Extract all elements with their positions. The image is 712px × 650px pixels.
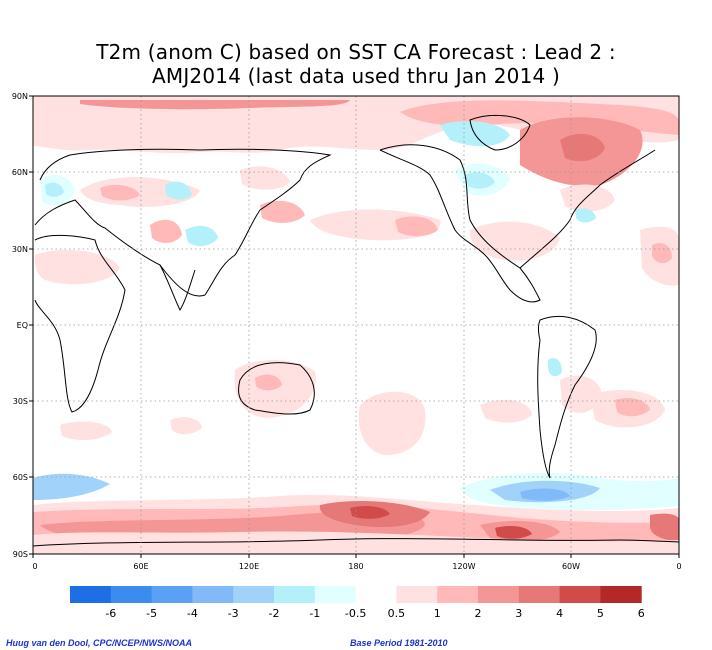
chart-title-line-1: T2m (anom C) based on SST CA Forecast : … — [96, 40, 616, 64]
lat-label: 60N — [12, 168, 28, 177]
legend-label: 0.5 — [388, 607, 406, 620]
lon-label: 60E — [133, 562, 148, 571]
legend-label: 3 — [515, 607, 522, 620]
legend-label: 2 — [475, 607, 482, 620]
lon-label: 120W — [452, 562, 475, 571]
lat-label: 60S — [13, 473, 28, 482]
legend-labels: -6 -5 -4 -3 -2 -1 -0.5 0.5 1 2 3 4 5 6 — [105, 607, 644, 620]
lat-label: 30N — [12, 245, 28, 254]
lat-label: EQ — [17, 321, 28, 330]
legend-color-box — [233, 586, 275, 603]
lon-label: 180 — [348, 562, 363, 571]
axis-ticks — [29, 95, 680, 558]
legend-label: -0.5 — [345, 607, 366, 620]
anomaly-shading — [33, 96, 679, 554]
legend-color-box — [518, 586, 561, 603]
chart-title-line-2: AMJ2014 (last data used thru Jan 2014 ) — [151, 64, 560, 88]
legend-color-box — [478, 586, 520, 603]
legend-label: 1 — [434, 607, 441, 620]
legend-color-box — [192, 586, 234, 603]
author-credit: Huug van den Dool, CPC/NCEP/NWS/NOAA — [6, 638, 193, 648]
legend-color-box — [314, 586, 357, 603]
latitude-labels: 90N 60N 30N EQ 30S 60S 90S — [12, 92, 28, 559]
legend-label: -2 — [269, 607, 280, 620]
legend-label: -6 — [105, 607, 116, 620]
legend-color-box — [274, 586, 316, 603]
lon-label: 120E — [239, 562, 259, 571]
legend-color-box — [355, 586, 397, 603]
legend-label: -4 — [187, 607, 198, 620]
base-period: Base Period 1981-2010 — [350, 638, 448, 648]
coastlines — [33, 115, 679, 547]
lon-label: 60W — [562, 562, 580, 571]
longitude-labels: 0 60E 120E 180 120W 60W 0 — [32, 562, 681, 571]
legend-color-box — [396, 586, 438, 603]
legend-label: -5 — [146, 607, 157, 620]
legend-color-box — [151, 586, 193, 603]
legend-color-box — [70, 586, 112, 603]
legend-color-box — [600, 586, 642, 603]
legend-label: -3 — [228, 607, 239, 620]
legend-color-box — [559, 586, 601, 603]
lon-label: 0 — [32, 562, 37, 571]
legend-color-box — [437, 586, 479, 603]
lat-label: 90N — [12, 92, 28, 101]
lat-label: 90S — [13, 550, 28, 559]
legend-color-box — [110, 586, 153, 603]
legend-label: 4 — [556, 607, 563, 620]
legend-label: 5 — [597, 607, 604, 620]
legend-label: 6 — [638, 607, 645, 620]
legend-label: -1 — [309, 607, 320, 620]
lat-label: 30S — [13, 397, 28, 406]
legend-colorbar — [70, 586, 642, 603]
lon-label: 0 — [676, 562, 681, 571]
